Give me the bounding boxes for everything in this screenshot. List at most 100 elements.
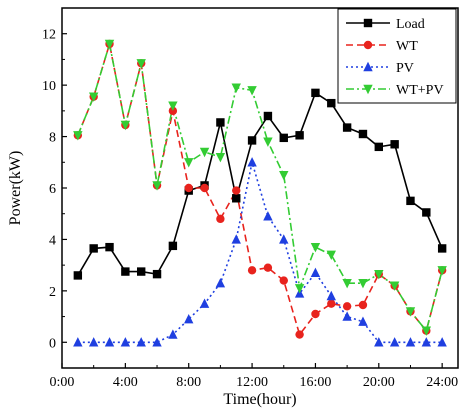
data-point-load <box>263 111 273 121</box>
series-line-load <box>77 91 443 276</box>
data-point-wt <box>279 276 288 285</box>
legend-marker-load <box>363 18 373 28</box>
data-point-load <box>374 142 383 152</box>
data-point-pv <box>405 337 416 347</box>
data-point-load <box>327 98 336 108</box>
data-point-pv <box>168 329 178 339</box>
data-point-pv <box>421 337 432 347</box>
legend-label-wt-pv: WT+PV <box>396 83 444 98</box>
data-point-wt-pv <box>73 131 83 141</box>
legend-label-pv: PV <box>396 61 414 76</box>
data-point-load <box>232 194 241 203</box>
x-tick-label: 0:00 <box>50 375 75 390</box>
x-axis-ticks: 0:00 4:00 8:00 12:00 16:00 20:00 24:00 <box>50 363 458 390</box>
data-point-wt-pv <box>405 307 416 317</box>
data-point-wt <box>311 309 320 319</box>
data-point-wt <box>358 300 368 310</box>
y-tick-label: 4 <box>49 233 56 248</box>
y-tick-label: 8 <box>49 131 56 146</box>
data-point-wt-pv <box>437 266 447 276</box>
legend-label-load: Load <box>396 17 425 32</box>
data-point-load <box>422 208 431 217</box>
data-point-wt-pv <box>199 147 210 158</box>
legend: Load WT PV WT+PV <box>337 8 457 104</box>
data-point-pv <box>88 337 99 347</box>
data-point-load <box>295 131 304 140</box>
y-tick-label: 10 <box>42 79 56 94</box>
data-point-pv <box>374 337 384 347</box>
data-point-load <box>247 136 257 145</box>
y-axis-ticks: 0 2 4 6 8 10 12 <box>42 28 67 351</box>
data-point-pv <box>263 211 273 221</box>
data-point-pv <box>326 290 336 301</box>
legend-marker-pv <box>363 61 373 72</box>
data-point-wt <box>184 183 193 193</box>
data-point-pv <box>279 234 289 244</box>
x-tick-label: 4:00 <box>113 375 138 390</box>
data-point-wt-pv <box>279 170 289 181</box>
data-point-load <box>279 133 288 143</box>
data-point-load <box>137 267 146 276</box>
data-point-wt-pv <box>104 39 115 50</box>
data-point-pv <box>73 337 83 347</box>
data-point-pv <box>389 337 400 347</box>
data-point-pv <box>310 267 321 278</box>
data-point-wt-pv <box>88 92 99 102</box>
data-point-load <box>152 269 162 279</box>
data-point-load <box>121 267 130 276</box>
data-point-pv <box>215 277 226 288</box>
data-point-pv <box>120 337 131 347</box>
data-point-pv <box>358 316 368 326</box>
data-point-wt-pv <box>326 250 336 261</box>
data-point-pv <box>152 337 162 347</box>
data-point-wt-pv <box>374 269 384 280</box>
data-point-wt-pv <box>294 284 305 294</box>
legend-box <box>337 8 457 104</box>
y-axis-label: Power(kW) <box>7 151 24 226</box>
data-point-load <box>390 140 399 149</box>
data-point-pv <box>247 157 257 167</box>
x-tick-label: 16:00 <box>299 375 331 390</box>
data-point-pv <box>104 337 115 347</box>
x-axis-label: Time(hour) <box>223 391 296 408</box>
y-tick-label: 2 <box>49 285 56 300</box>
data-point-wt-pv <box>310 242 321 253</box>
data-point-wt <box>216 214 225 224</box>
data-point-wt <box>342 302 352 311</box>
data-point-wt-pv <box>389 281 400 291</box>
data-point-wt-pv <box>358 278 368 289</box>
data-point-pv <box>136 337 146 347</box>
data-point-load <box>437 244 447 253</box>
data-point-wt <box>232 186 241 195</box>
data-point-wt-pv <box>263 137 273 147</box>
data-point-wt <box>263 263 273 272</box>
y-tick-label: 12 <box>42 28 56 43</box>
data-point-pv <box>437 337 447 347</box>
data-point-wt-pv <box>136 59 146 69</box>
data-point-load <box>216 118 225 127</box>
data-point-wt-pv <box>168 101 178 111</box>
x-tick-label: 12:00 <box>236 375 268 390</box>
data-point-wt <box>247 266 257 275</box>
data-point-load <box>168 241 178 251</box>
data-point-pv <box>199 298 210 308</box>
data-point-wt-pv <box>184 158 194 168</box>
x-tick-label: 8:00 <box>176 375 201 390</box>
data-point-load <box>105 242 114 252</box>
data-point-wt <box>200 183 209 193</box>
data-point-wt-pv <box>152 181 162 191</box>
data-point-load <box>89 244 98 253</box>
series-markers <box>73 39 447 347</box>
data-point-wt-pv <box>342 278 352 289</box>
data-point-pv <box>184 313 194 324</box>
y-tick-label: 6 <box>49 182 56 197</box>
data-point-wt-pv <box>120 120 131 131</box>
data-point-load <box>358 129 368 139</box>
data-point-load <box>73 271 83 280</box>
data-point-wt <box>295 330 304 339</box>
data-point-wt-pv <box>231 83 241 93</box>
x-tick-label: 20:00 <box>363 375 395 390</box>
data-point-wt <box>327 299 336 308</box>
data-point-load <box>342 123 352 132</box>
legend-label-wt: WT <box>396 39 418 54</box>
